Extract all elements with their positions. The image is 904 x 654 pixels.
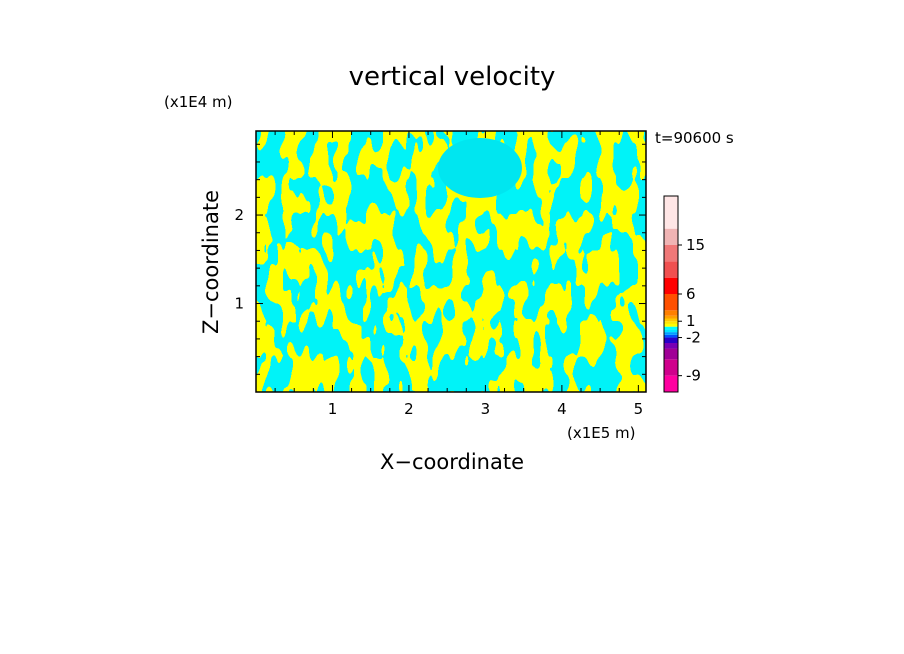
colorbar-tick-label: -9	[686, 367, 701, 385]
x-axis-label: X−coordinate	[380, 450, 524, 474]
y-tick-label: 1	[234, 295, 244, 313]
colorbar-segment	[664, 294, 678, 311]
colorbar-segment	[664, 337, 678, 343]
x-unit-label: (x1E5 m)	[567, 424, 636, 442]
colorbar-tick-label: 1	[686, 312, 696, 330]
colorbar-segment	[664, 321, 678, 324]
colorbar-segment	[664, 329, 678, 333]
x-tick-label: 3	[481, 400, 491, 418]
colorbar-segment	[664, 332, 678, 335]
y-axis-label: Z−coordinate	[199, 190, 223, 334]
colorbar-segment	[664, 245, 678, 262]
x-axis: 1 2 3 4 5	[274, 131, 644, 418]
colorbar: -9 -21 6 15	[663, 195, 705, 393]
colorbar-segment	[664, 334, 678, 338]
colorbar-segment	[664, 277, 678, 294]
x-tick-label: 1	[328, 400, 338, 418]
y-unit-label: (x1E4 m)	[164, 93, 233, 111]
x-tick-label: 4	[557, 400, 567, 418]
chart-title: vertical velocity	[349, 62, 556, 92]
colorbar-segment	[664, 323, 678, 327]
colorbar-segment	[664, 326, 678, 330]
colorbar-segment	[664, 228, 678, 245]
colorbar-tick-label: -2	[686, 329, 701, 347]
y-axis: 12	[234, 143, 646, 375]
x-tick-label: 2	[404, 400, 414, 418]
colorbar-segment	[664, 343, 678, 349]
y-tick-label: 2	[234, 206, 244, 224]
colorbar-segment	[664, 348, 678, 360]
colorbar-segment	[664, 310, 678, 316]
colorbar-tick-label: 15	[686, 236, 705, 254]
colorbar-segment	[664, 318, 678, 322]
colorbar-segment	[664, 261, 678, 278]
colorbar-segment	[664, 315, 678, 319]
heatmap-field	[255, 130, 647, 393]
plot-frame	[255, 130, 647, 393]
time-label: t=90600 s	[655, 129, 734, 147]
colorbar-tick-label: 6	[686, 285, 696, 303]
colorbar-segment	[664, 359, 678, 376]
colorbar-segment	[664, 196, 678, 229]
x-tick-label: 5	[634, 400, 644, 418]
negative-plume-top	[438, 138, 522, 198]
colorbar-segment	[664, 375, 678, 392]
